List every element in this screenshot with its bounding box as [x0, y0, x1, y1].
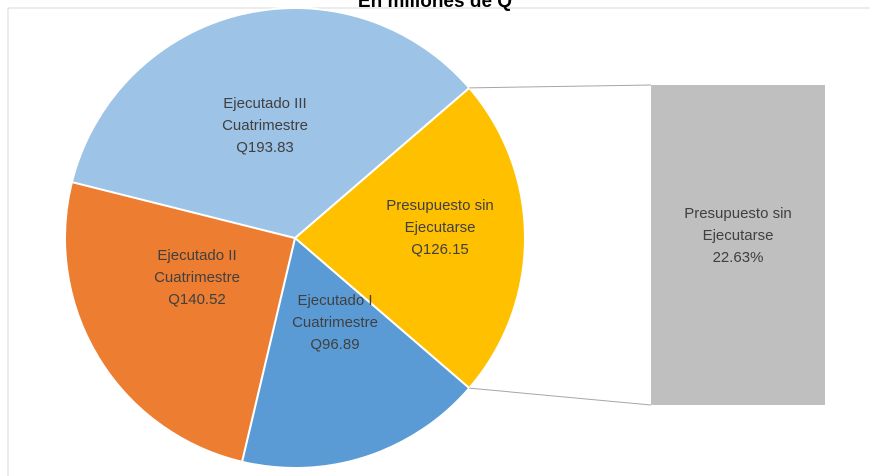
slice-value-label: Q96.89	[310, 336, 360, 353]
slice-label: Presupuesto sin Ejecutarse	[386, 197, 494, 236]
chart-title: En millones de Q	[357, 0, 513, 12]
slice-label: Ejecutado III Cuatrimestre	[222, 95, 308, 134]
connector-line	[469, 387, 652, 406]
pie-slice	[293, 86, 526, 390]
pie-slice	[70, 7, 471, 240]
slice-value-label: Q126.15	[411, 241, 469, 258]
breakout-bar	[651, 85, 825, 405]
pie-slice	[240, 236, 471, 469]
slice-label: Ejecutado II Cuatrimestre	[154, 247, 240, 286]
slice-value-label: Q193.83	[236, 139, 294, 156]
connector-line	[469, 84, 652, 89]
slice-label: Ejecutado I Cuatrimestre	[292, 292, 378, 331]
breakout-label: Presupuesto sin Ejecutarse	[684, 204, 792, 244]
chart-border	[7, 7, 870, 476]
breakout-value-label: 22.63%	[712, 248, 764, 266]
pie-slice	[64, 180, 297, 464]
slice-value-label: Q140.52	[168, 291, 226, 308]
